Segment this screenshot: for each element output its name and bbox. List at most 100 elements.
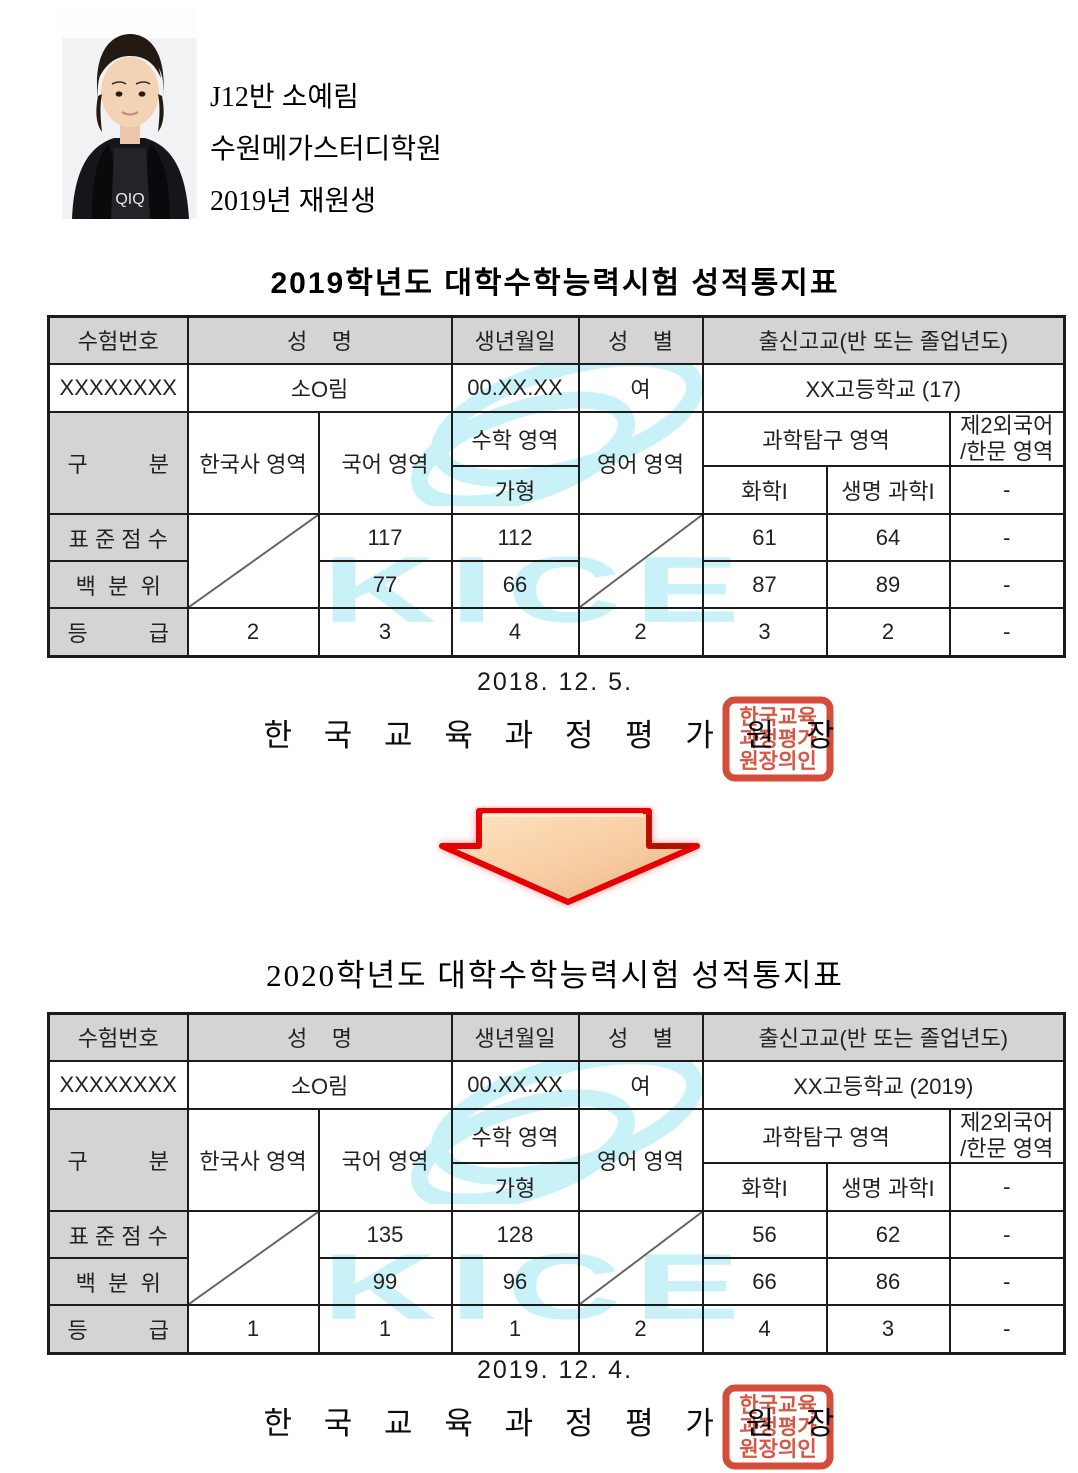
- pct-math: 96: [450, 1257, 580, 1307]
- std-korean: 135: [317, 1210, 453, 1260]
- area-science-subject-2: 생명 과학I: [825, 1162, 951, 1213]
- area-second-language-sub: -: [948, 1162, 1066, 1213]
- std-math: 128: [450, 1210, 580, 1260]
- grade-math: 1: [450, 1304, 580, 1355]
- label-percentile: 백 분 위: [47, 1257, 189, 1307]
- grade-math: 4: [450, 607, 580, 658]
- pct-science-2: 86: [825, 1257, 951, 1307]
- label-gubun: 구 분: [47, 410, 189, 516]
- header-school: 출신고교(반 또는 졸업년도): [701, 315, 1066, 365]
- header-birthdate: 생년월일: [450, 1012, 580, 1062]
- grade-english: 2: [577, 1304, 704, 1355]
- signer-title-2020: 한 국 교 육 과 정 평 가 원 장: [263, 1406, 847, 1441]
- value-exam-number: XXXXXXXX: [47, 362, 189, 413]
- header-exam-number: 수험번호: [47, 1012, 189, 1062]
- pct-science-1: 66: [701, 1257, 828, 1307]
- student-academy: 수원메가스터디학원: [210, 134, 442, 165]
- std-second-language: -: [948, 1210, 1066, 1260]
- area-science: 과학탐구 영역: [701, 410, 951, 468]
- header-name: 성 명: [186, 1012, 453, 1062]
- std-second-language: -: [948, 513, 1066, 563]
- svg-text:과정평가: 과정평가: [739, 1416, 817, 1439]
- std-science-2: 64: [825, 513, 951, 563]
- value-name: 소O림: [186, 362, 453, 413]
- grade-science-2: 3: [825, 1304, 951, 1355]
- area-korean: 국어 영역: [317, 410, 453, 516]
- svg-text:원장의인: 원장의인: [739, 1438, 816, 1461]
- grade-science-1: 3: [701, 607, 828, 658]
- pct-science-2: 89: [825, 560, 951, 610]
- svg-text:QIQ: QIQ: [115, 191, 144, 208]
- header-birthdate: 생년월일: [450, 315, 580, 365]
- grade-science-1: 4: [701, 1304, 828, 1355]
- value-exam-number: XXXXXXXX: [47, 1059, 189, 1110]
- area-science-subject-1: 화학I: [701, 1162, 828, 1213]
- report-title-2019: 2019학년도 대학수학능력시험 성적통지표: [270, 267, 840, 300]
- signer-title-2019: 한 국 교 육 과 정 평 가 원 장: [263, 718, 847, 753]
- grade-science-2: 2: [825, 607, 951, 658]
- value-name: 소O림: [186, 1059, 453, 1110]
- label-gubun: 구 분: [47, 1107, 189, 1213]
- area-korean: 국어 영역: [317, 1107, 453, 1213]
- student-enrollment-year: 2019년 재원생: [210, 186, 377, 217]
- pct-second-language: -: [948, 560, 1066, 610]
- svg-text:한국교육: 한국교육: [739, 706, 816, 729]
- area-english: 영어 영역: [577, 1107, 704, 1213]
- svg-text:원장의인: 원장의인: [739, 750, 816, 773]
- area-second-language: 제2외국어 /한문 영역: [948, 410, 1066, 468]
- report-title-2020: 2020학년도 대학수학능력시험 성적통지표: [266, 958, 844, 993]
- pct-korean: 99: [317, 1257, 453, 1307]
- value-birthdate: 00.XX.XX: [450, 1059, 580, 1110]
- area-science: 과학탐구 영역: [701, 1107, 951, 1165]
- header-exam-number: 수험번호: [47, 315, 189, 365]
- official-red-seal: 한국교육 과정평가 원장의인: [722, 696, 834, 782]
- pct-math: 66: [450, 560, 580, 610]
- label-standard-score: 표 준 점 수: [47, 1210, 189, 1260]
- area-math-type: 가형: [450, 465, 580, 516]
- student-info: J12반 소예림 수원메가스터디학원 2019년 재원생: [210, 72, 442, 228]
- area-math: 수학 영역: [450, 1107, 580, 1165]
- grade-second-language: -: [948, 1304, 1066, 1355]
- score-table-2019: 수험번호 성 명 생년월일 성 별 출신고교(반 또는 졸업년도) XXXXXX…: [47, 315, 1067, 658]
- header-sex: 성 별: [577, 1012, 704, 1062]
- header-sex: 성 별: [577, 315, 704, 365]
- area-korean-history: 한국사 영역: [186, 410, 320, 516]
- std-science-2: 62: [825, 1210, 951, 1260]
- student-photo: QIQ: [62, 8, 197, 219]
- value-school: XX고등학교 (17): [701, 362, 1066, 413]
- label-standard-score: 표 준 점 수: [47, 513, 189, 563]
- area-korean-history: 한국사 영역: [186, 1107, 320, 1213]
- issue-date-2019: 2018. 12. 5.: [476, 668, 634, 696]
- grade-korean-history: 2: [186, 607, 320, 658]
- pct-second-language: -: [948, 1257, 1066, 1307]
- value-school: XX고등학교 (2019): [701, 1059, 1066, 1110]
- std-science-1: 56: [701, 1210, 828, 1260]
- area-second-language: 제2외국어 /한문 영역: [948, 1107, 1066, 1165]
- label-grade: 등 급: [47, 1304, 189, 1355]
- grade-korean-history: 1: [186, 1304, 320, 1355]
- diagonal-slash-cell: [577, 1210, 704, 1307]
- diagonal-slash-cell: [577, 513, 704, 610]
- issue-date-2020: 2019. 12. 4.: [476, 1356, 634, 1384]
- label-grade: 등 급: [47, 607, 189, 658]
- std-korean: 117: [317, 513, 453, 563]
- grade-second-language: -: [948, 607, 1066, 658]
- diagonal-slash-cell: [186, 1210, 320, 1307]
- grade-english: 2: [577, 607, 704, 658]
- down-arrow-icon: [439, 808, 700, 905]
- area-science-subject-2: 생명 과학I: [825, 465, 951, 516]
- grade-korean: 3: [317, 607, 453, 658]
- area-math: 수학 영역: [450, 410, 580, 468]
- student-class-name: J12반 소예림: [210, 82, 359, 113]
- value-birthdate: 00.XX.XX: [450, 362, 580, 413]
- value-sex: 여: [577, 362, 704, 413]
- area-second-language-sub: -: [948, 465, 1066, 516]
- value-sex: 여: [577, 1059, 704, 1110]
- grade-korean: 1: [317, 1304, 453, 1355]
- std-math: 112: [450, 513, 580, 563]
- area-english: 영어 영역: [577, 410, 704, 516]
- std-science-1: 61: [701, 513, 828, 563]
- svg-text:과정평가: 과정평가: [739, 728, 817, 751]
- svg-text:한국교육: 한국교육: [739, 1394, 816, 1417]
